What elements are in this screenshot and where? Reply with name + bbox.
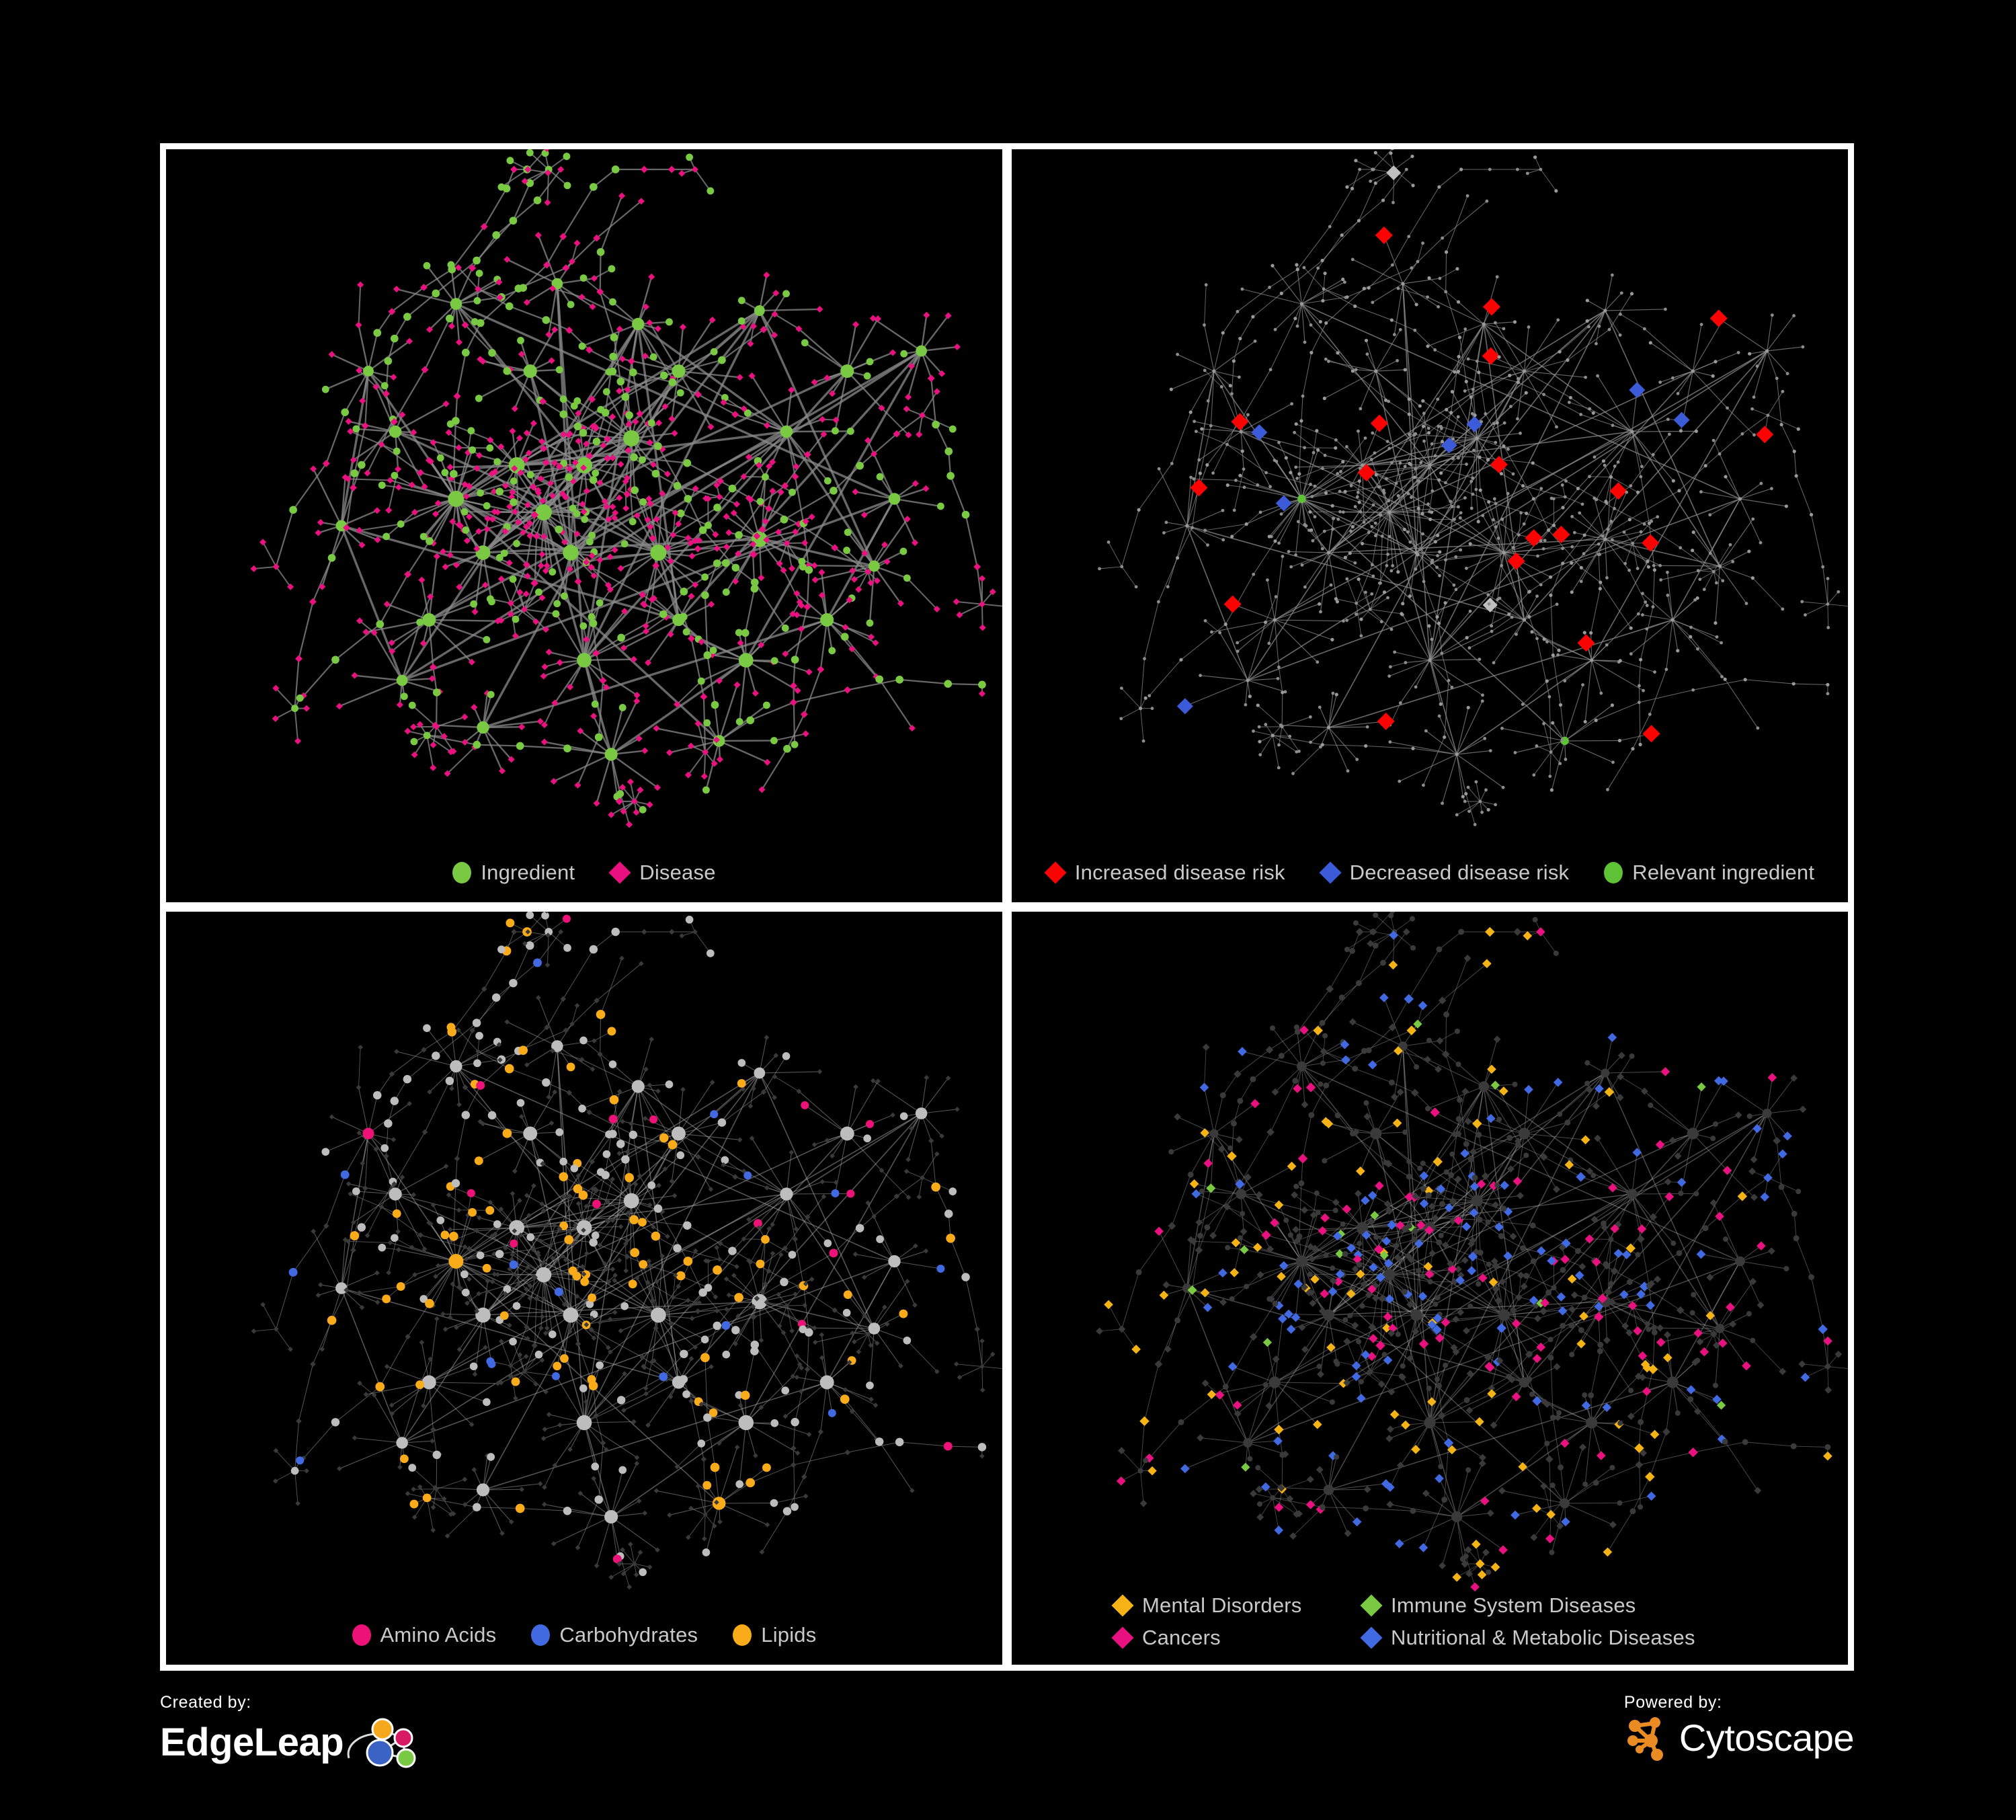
edgeleap-logo[interactable]: EdgeLeap — [160, 1714, 417, 1772]
edgeleap-node-mark-icon — [347, 1718, 416, 1768]
network-canvas-2[interactable] — [1012, 149, 1848, 902]
panel-grid: Ingredient Disease Increased disease ris… — [160, 143, 1854, 1671]
network-canvas-1[interactable] — [166, 149, 1002, 902]
created-by-kicker: Created by: — [160, 1693, 251, 1712]
panel-nutrient-class[interactable]: Amino Acids Carbohydrates Lipids — [166, 912, 1002, 1665]
cytoscape-logo[interactable]: Cytoscape — [1624, 1714, 1855, 1762]
footer: Created by: EdgeLeap Powered by: — [160, 1693, 1855, 1809]
powered-by-block: Powered by: — [1623, 1693, 1855, 1762]
network-canvas-3[interactable] — [166, 912, 1002, 1665]
cytoscape-wordmark: Cytoscape — [1679, 1716, 1855, 1759]
edgeleap-wordmark: EdgeLeap — [160, 1720, 344, 1764]
created-by-block: Created by: EdgeLeap — [160, 1694, 417, 1772]
network-canvas-4[interactable] — [1012, 912, 1848, 1665]
panel-disease-class[interactable]: Mental Disorders Immune System Diseases … — [1012, 912, 1848, 1665]
panel-ingredient-disease[interactable]: Ingredient Disease — [166, 149, 1002, 902]
cytoscape-mark-icon — [1627, 1717, 1663, 1761]
powered-by-kicker: Powered by: — [1623, 1693, 1722, 1712]
panel-disease-risk[interactable]: Increased disease risk Decreased disease… — [1012, 149, 1848, 902]
